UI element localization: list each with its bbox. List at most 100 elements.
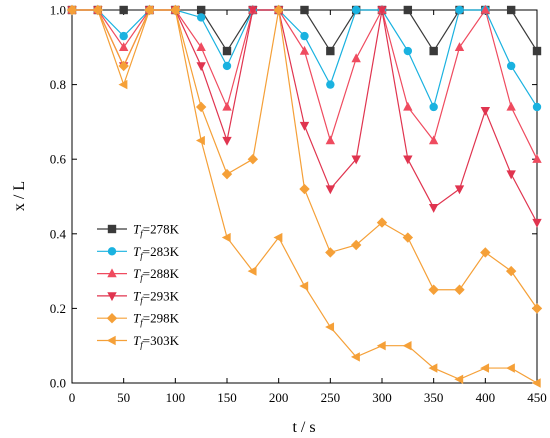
data-point	[351, 155, 361, 165]
data-point	[480, 363, 490, 373]
data-point	[195, 101, 207, 113]
data-point	[118, 79, 128, 90]
data-point	[428, 135, 439, 145]
legend-symbol: T	[133, 266, 141, 281]
y-tick-label: 0.6	[50, 152, 67, 167]
legend-subscript: f	[140, 273, 144, 283]
data-point	[196, 62, 206, 72]
data-point	[66, 5, 76, 15]
data-point	[325, 247, 336, 258]
data-point	[273, 4, 284, 16]
y-tick-label: 0.2	[50, 301, 66, 316]
data-point	[480, 4, 491, 14]
data-point	[454, 374, 464, 384]
data-point	[532, 154, 542, 163]
data-point	[506, 101, 516, 111]
x-tick-label: 0	[69, 390, 76, 405]
data-point	[222, 46, 232, 56]
data-point	[118, 42, 129, 51]
x-tick-label: 350	[424, 390, 444, 405]
x-tick-label: 150	[217, 390, 237, 405]
legend-symbol: T	[133, 244, 141, 259]
y-tick-label: 0.0	[50, 376, 66, 391]
legend-symbol: T	[133, 333, 141, 348]
legend-subscript: f	[140, 295, 144, 305]
data-point	[480, 107, 491, 116]
data-point	[222, 136, 232, 146]
data-point	[376, 217, 388, 228]
x-tick-label: 50	[117, 390, 130, 405]
data-point	[505, 265, 517, 277]
legend: Tf=278KTf=283KTf=288KTf=293KTf=298KTf=30…	[97, 222, 180, 350]
series-markers	[66, 4, 543, 388]
data-point	[402, 341, 412, 351]
y-tick-label: 0.4	[50, 226, 67, 241]
y-tick-label: 1.0	[50, 3, 66, 18]
data-point	[376, 341, 386, 351]
data-point	[119, 5, 128, 15]
data-point	[119, 31, 128, 41]
legend-label: Tf=278K	[133, 222, 180, 239]
data-point	[170, 5, 180, 15]
data-point	[402, 232, 414, 243]
legend-marker	[107, 292, 117, 302]
data-point	[351, 5, 361, 15]
data-point	[326, 46, 335, 56]
data-point	[506, 61, 516, 71]
legend-label: Tf=298K	[133, 311, 180, 328]
data-point	[144, 5, 154, 15]
data-point	[299, 45, 310, 55]
x-tick-label: 400	[476, 390, 496, 405]
legend-marker	[106, 335, 116, 346]
data-point	[454, 185, 465, 195]
data-point	[350, 352, 360, 362]
data-point	[455, 5, 464, 15]
legend-symbol: T	[133, 288, 141, 303]
legend-value: =303K	[143, 333, 180, 348]
y-tick-label: 0.8	[50, 77, 66, 92]
legend-subscript: f	[140, 340, 144, 350]
data-point	[196, 42, 206, 51]
data-point	[532, 218, 542, 228]
data-point	[403, 46, 413, 56]
legend-subscript: f	[140, 229, 144, 239]
legend-value: =288K	[143, 266, 180, 281]
data-point	[403, 101, 413, 111]
data-point	[351, 53, 361, 63]
legend-marker	[106, 313, 118, 324]
data-point	[403, 5, 413, 15]
data-point	[326, 80, 335, 89]
legend-label: Tf=303K	[133, 333, 180, 350]
data-point	[350, 239, 362, 251]
x-tick-label: 450	[527, 390, 547, 405]
data-point	[300, 5, 309, 15]
data-point	[325, 135, 336, 145]
legend-value: =283K	[143, 244, 180, 259]
data-point	[531, 303, 543, 314]
data-point	[118, 60, 129, 72]
data-point	[325, 185, 336, 195]
data-point	[222, 101, 232, 111]
x-tick-label: 300	[372, 390, 392, 405]
data-point	[299, 183, 310, 195]
x-tick-label: 250	[321, 390, 341, 405]
data-point	[92, 5, 102, 15]
data-point	[196, 5, 206, 15]
legend-symbol: T	[133, 311, 141, 326]
data-point	[506, 170, 516, 180]
data-point	[222, 61, 232, 71]
data-point	[221, 232, 231, 243]
x-tick-label: 100	[166, 390, 186, 405]
series-line-298k	[72, 9, 538, 309]
legend-label: Tf=283K	[133, 244, 180, 261]
y-axis-title: x / L	[11, 181, 28, 211]
data-point	[429, 102, 438, 112]
data-point	[247, 154, 259, 165]
data-point	[247, 266, 257, 276]
legend-marker	[107, 268, 117, 278]
data-point	[196, 13, 206, 22]
data-point	[377, 6, 387, 16]
legend-label: Tf=293K	[133, 288, 180, 305]
data-point	[506, 5, 516, 15]
